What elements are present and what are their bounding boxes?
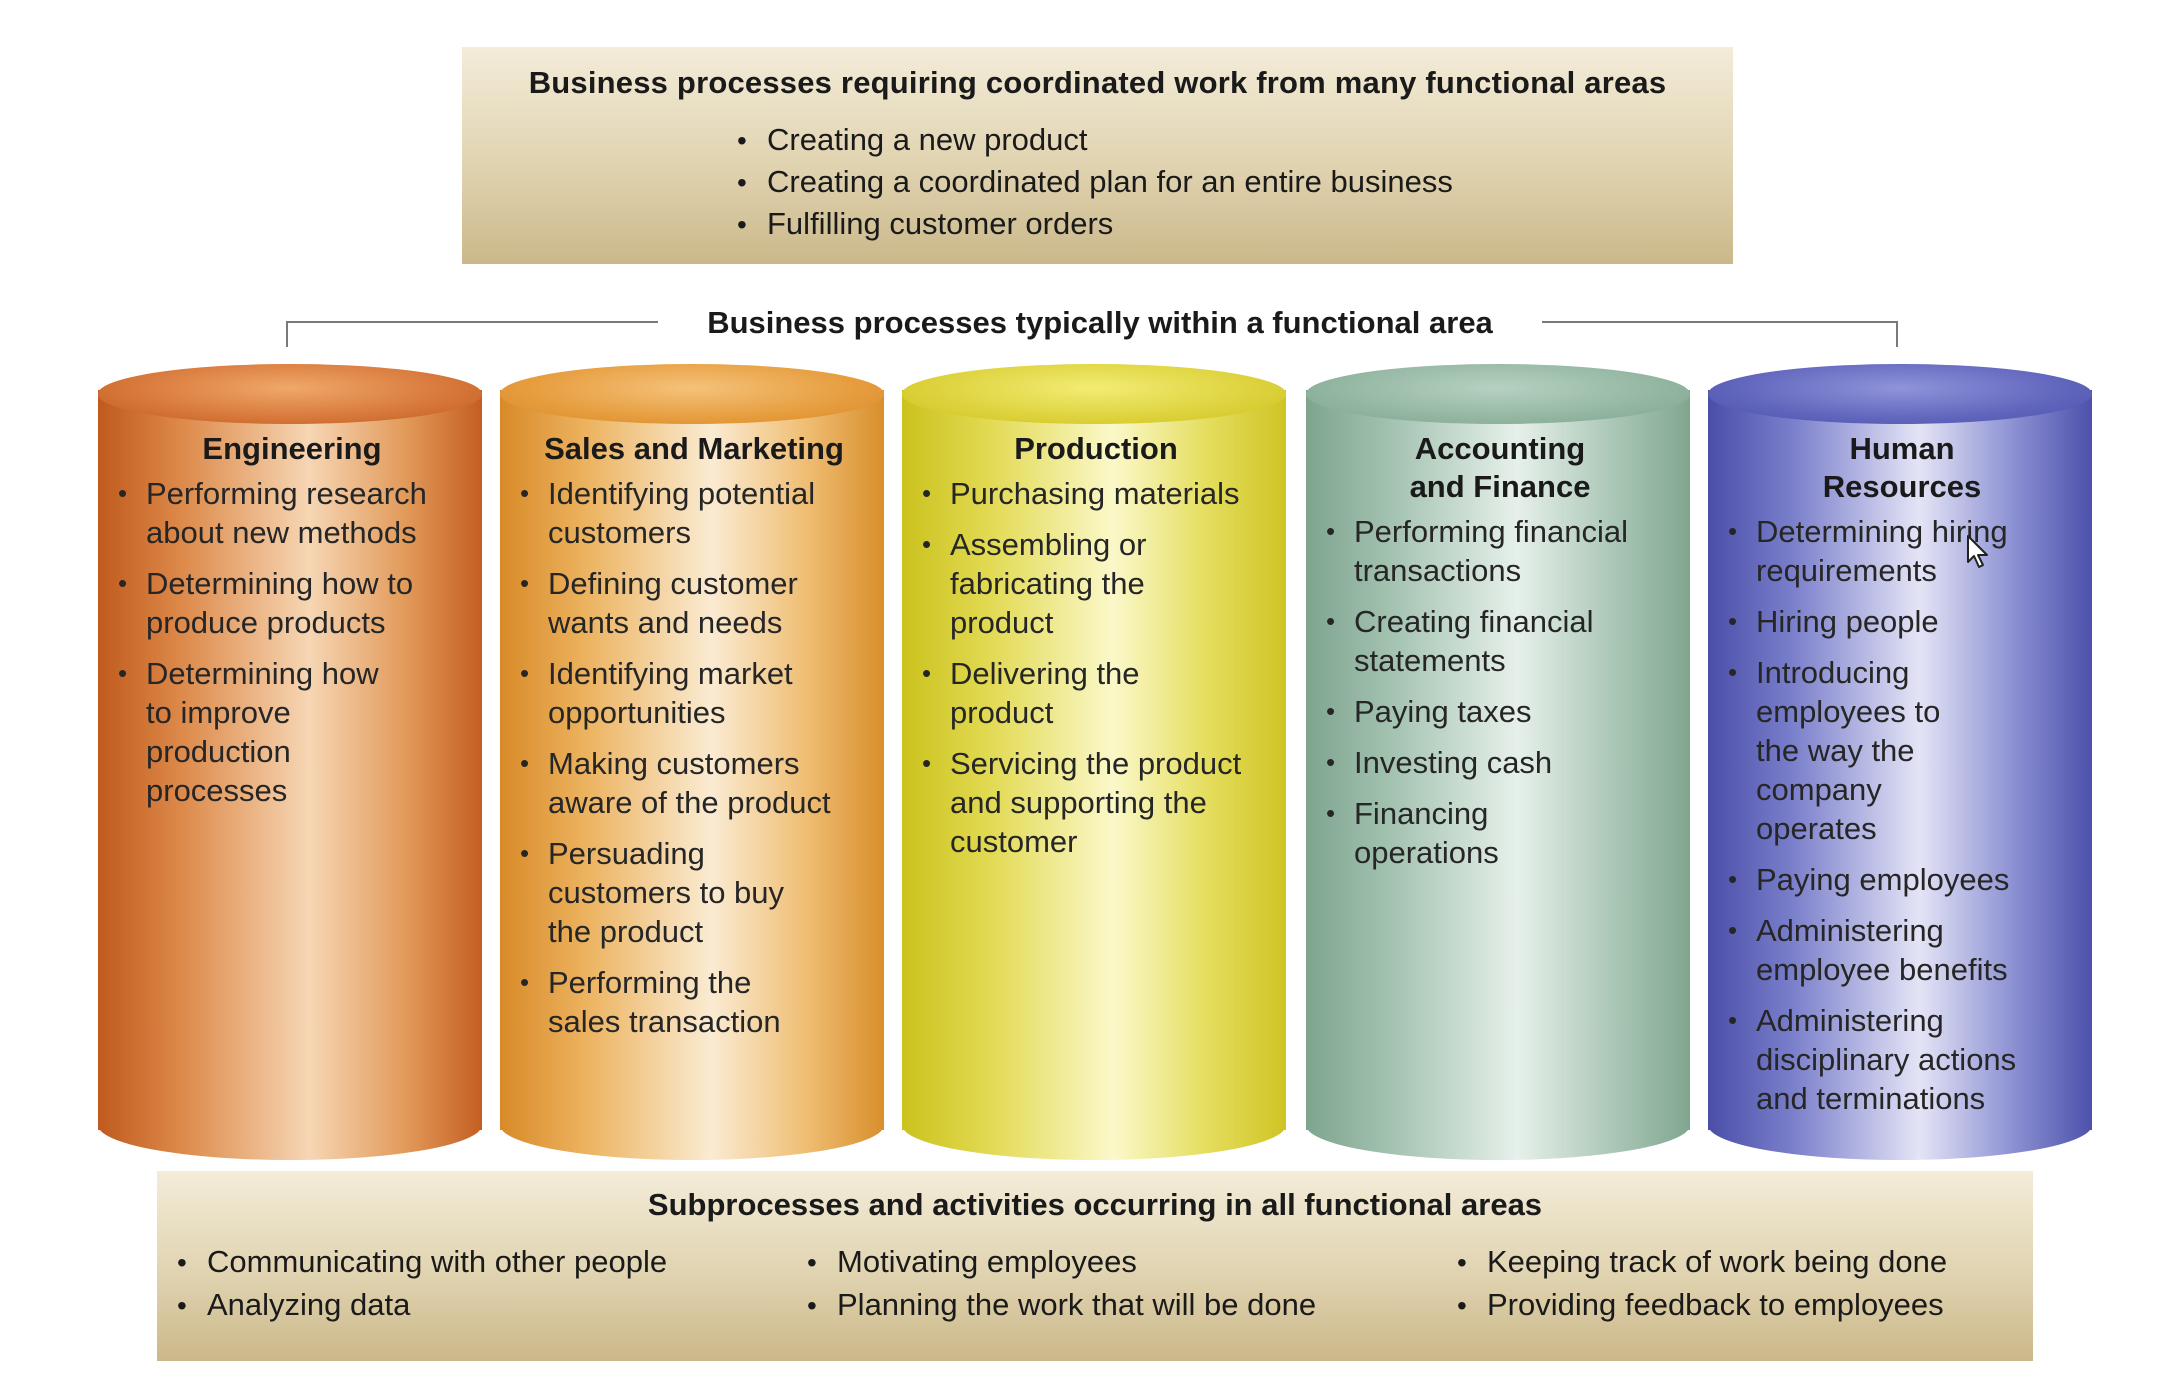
list-item: Administering employee benefits: [1728, 911, 2076, 989]
cylinder-top: [500, 364, 884, 424]
list-item: Making customers aware of the product: [520, 744, 868, 822]
list-item: Paying taxes: [1326, 692, 1674, 731]
cylinder-human-resources: Human Resources Determining hiring requi…: [1708, 364, 2092, 1160]
list-item: Assembling or fabricating the product: [922, 525, 1270, 642]
cylinder-content: Human Resources Determining hiring requi…: [1728, 430, 2076, 1130]
list-item: Servicing the product and supporting the…: [922, 744, 1270, 861]
column-title-line: and Finance: [1409, 469, 1591, 504]
list-item: Purchasing materials: [922, 474, 1270, 513]
column-list: Performing financial transactions Creati…: [1326, 512, 1674, 872]
column-title: Accounting and Finance: [1326, 430, 1674, 506]
bracket-line-right: [1542, 321, 1898, 323]
bracket-tick-right: [1896, 321, 1898, 347]
list-item: Introducing employees to the way the com…: [1728, 653, 2076, 848]
list-item: Identifying market opportunities: [520, 654, 868, 732]
cylinder-content: Engineering Performing research about ne…: [118, 430, 466, 822]
list-item: Planning the work that will be done: [807, 1284, 1316, 1327]
column-title: Human Resources: [1728, 430, 2076, 506]
all-functional-areas-box: Subprocesses and activities occurring in…: [157, 1171, 2033, 1361]
list-item: Delivering the product: [922, 654, 1270, 732]
list-item: Investing cash: [1326, 743, 1674, 782]
list-item: Motivating employees: [807, 1241, 1316, 1284]
cross-functional-title: Business processes requiring coordinated…: [528, 65, 1667, 100]
list-item: Defining customer wants and needs: [520, 564, 868, 642]
column-title-line: Engineering: [202, 431, 382, 466]
list-item: Performing financial transactions: [1326, 512, 1674, 590]
column-title-line: Resources: [1822, 469, 1982, 504]
column-title-line: Sales and Marketing: [544, 431, 844, 466]
column-list: Purchasing materials Assembling or fabri…: [922, 474, 1270, 861]
list-item: Identifying potential customers: [520, 474, 868, 552]
column-title: Engineering: [118, 430, 466, 468]
column-list: Identifying potential customers Defining…: [520, 474, 868, 1041]
bracket-tick-left: [286, 321, 288, 347]
list-item: Determining hiring requirements: [1728, 512, 2076, 590]
list-item: Performing the sales transaction: [520, 963, 868, 1041]
column-list: Performing research about new methods De…: [118, 474, 466, 810]
list-item: Providing feedback to employees: [1457, 1284, 1947, 1327]
cylinder-top: [1708, 364, 2092, 424]
list-item: Creating financial statements: [1326, 602, 1674, 680]
cross-functional-processes-box: Business processes requiring coordinated…: [462, 47, 1733, 264]
list-item: Performing research about new methods: [118, 474, 466, 552]
list-item: Creating a coordinated plan for an entir…: [737, 161, 1453, 203]
column-title: Production: [922, 430, 1270, 468]
list-item: Analyzing data: [177, 1284, 667, 1327]
list-item: Determining how to produce products: [118, 564, 466, 642]
list-item: Paying employees: [1728, 860, 2076, 899]
cylinder-production: Production Purchasing materials Assembli…: [902, 364, 1286, 1160]
all-areas-title: Subprocesses and activities occurring in…: [647, 1187, 1543, 1222]
cross-functional-list: Creating a new product Creating a coordi…: [737, 119, 1453, 245]
list-item: Administering disciplinary actions and t…: [1728, 1001, 2076, 1118]
list-item: Creating a new product: [737, 119, 1453, 161]
functional-area-label: Business processes typically within a fu…: [707, 305, 1493, 340]
column-title-line: Human: [1849, 431, 1955, 466]
cylinder-accounting-and-finance: Accounting and Finance Performing financ…: [1306, 364, 1690, 1160]
list-item: Financing operations: [1326, 794, 1674, 872]
column-list: Determining hiring requirements Hiring p…: [1728, 512, 2076, 1118]
cylinder-sales-and-marketing: Sales and Marketing Identifying potentia…: [500, 364, 884, 1160]
cylinder-top: [98, 364, 482, 424]
list-item: Determining how to improve production pr…: [118, 654, 466, 810]
cylinder-top: [1306, 364, 1690, 424]
mouse-pointer-icon: [1967, 535, 1988, 568]
cylinder-content: Sales and Marketing Identifying potentia…: [520, 430, 868, 1053]
all-areas-list-col1: Communicating with other people Analyzin…: [177, 1241, 667, 1327]
column-title-line: Production: [1014, 431, 1178, 466]
all-areas-list-col2: Motivating employees Planning the work t…: [807, 1241, 1316, 1327]
list-item: Hiring people: [1728, 602, 2076, 641]
list-item: Communicating with other people: [177, 1241, 667, 1284]
list-item: Fulfilling customer orders: [737, 203, 1453, 245]
all-areas-list-col3: Keeping track of work being done Providi…: [1457, 1241, 1947, 1327]
cylinder-content: Production Purchasing materials Assembli…: [922, 430, 1270, 873]
list-item: Keeping track of work being done: [1457, 1241, 1947, 1284]
column-title: Sales and Marketing: [520, 430, 868, 468]
bracket-line-left: [286, 321, 658, 323]
cylinder-content: Accounting and Finance Performing financ…: [1326, 430, 1674, 884]
column-title-line: Accounting: [1414, 431, 1586, 466]
cylinder-top: [902, 364, 1286, 424]
list-item: Persuading customers to buy the product: [520, 834, 868, 951]
cylinder-engineering: Engineering Performing research about ne…: [98, 364, 482, 1160]
